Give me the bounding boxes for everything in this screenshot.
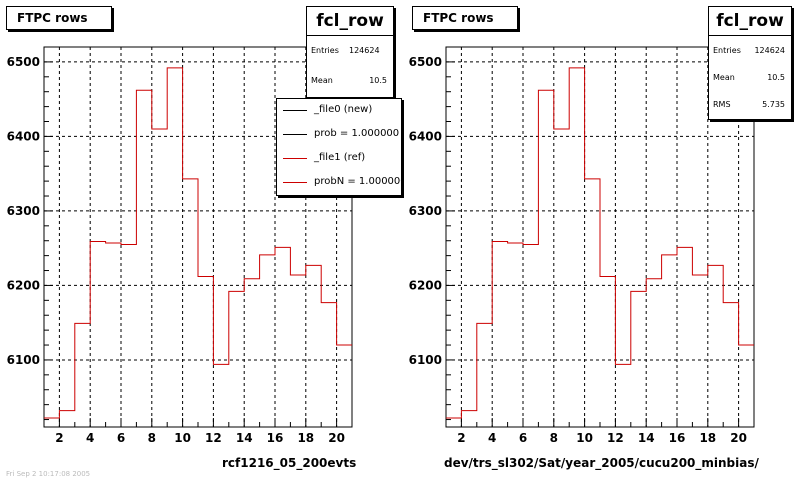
x-tick-label: 6 — [519, 431, 527, 445]
x-tick-label: 6 — [117, 431, 125, 445]
right-stats-rms-value: 5.735 — [762, 100, 785, 109]
legend-line-swatch — [283, 134, 307, 135]
legend-label: _file1 (ref) — [314, 152, 366, 163]
x-tick-label: 18 — [699, 431, 716, 445]
x-tick-label: 14 — [236, 431, 253, 445]
left-legend: _file0 (new) prob = 1.000000 _file1 (ref… — [276, 98, 402, 196]
right-stats-histogram-name: fcl_row — [709, 7, 791, 36]
y-tick-label: 6300 — [7, 204, 40, 218]
right-chart-plot: 2 4 6 8 10 12 14 16 18 20 6100 6200 6300 6400 6500 — [409, 46, 755, 445]
y-tick-label: 6200 — [409, 278, 442, 292]
y-tick-label: 6300 — [409, 204, 442, 218]
x-tick-label: 20 — [328, 431, 345, 445]
left-stats-row-entries: Entries 124624 — [307, 36, 393, 66]
right-x-axis-label: dev/trs_sl302/Sat/year_2005/cucu200_minb… — [444, 456, 759, 470]
y-tick-label: 6400 — [409, 129, 442, 143]
x-tick-label: 14 — [638, 431, 655, 445]
y-tick-label: 6500 — [7, 55, 40, 69]
left-chart-panel: 2 4 6 8 10 12 14 16 18 20 6100 6200 6300 6400 6500 FTP… — [6, 6, 402, 470]
left-x-axis-label: rcf1216_05_200evts — [222, 456, 357, 470]
left-stats-entries-label: Entries — [311, 46, 339, 55]
y-tick-label: 6400 — [7, 129, 40, 143]
legend-label: prob = 1.000000 — [314, 128, 400, 139]
right-stats-box: fcl_row Entries 124624 Mean 10.5 RMS 5.7… — [708, 6, 792, 120]
right-stats-entries-value: 124624 — [754, 46, 785, 55]
right-stats-entries-label: Entries — [713, 46, 741, 55]
left-stats-histogram-name: fcl_row — [307, 7, 393, 36]
left-chart-title: FTPC rows — [6, 6, 112, 30]
legend-item: prob = 1.000000 — [277, 123, 401, 147]
y-tick-label: 6200 — [7, 278, 40, 292]
histogram-step-line — [446, 67, 754, 419]
right-stats-row-entries: Entries 124624 — [709, 36, 791, 63]
right-chart-title: FTPC rows — [412, 6, 518, 30]
x-tick-label: 16 — [669, 431, 686, 445]
left-stats-entries-value: 124624 — [349, 46, 380, 55]
x-tick-label: 2 — [55, 431, 63, 445]
x-tick-label: 10 — [174, 431, 191, 445]
x-tick-label: 4 — [488, 431, 496, 445]
y-tick-label: 6500 — [409, 55, 442, 69]
legend-label: probN = 1.000000 — [314, 176, 402, 187]
legend-line-swatch — [283, 110, 307, 111]
legend-label: _file0 (new) — [314, 104, 373, 115]
x-tick-label: 16 — [267, 431, 284, 445]
y-tick-label: 6100 — [7, 353, 40, 367]
right-chart-panel: 2 4 6 8 10 12 14 16 18 20 6100 6200 6300 6400 6500 FTP… — [400, 0, 800, 480]
x-tick-label: 8 — [148, 431, 156, 445]
legend-item: _file0 (new) — [277, 99, 401, 123]
y-tick-label: 6100 — [409, 353, 442, 367]
left-chart-plot: 2 4 6 8 10 12 14 16 18 20 6100 6200 6300 6400 6500 — [7, 46, 353, 445]
right-stats-mean-value: 10.5 — [767, 73, 785, 82]
x-tick-label: 12 — [607, 431, 624, 445]
x-tick-label: 10 — [576, 431, 593, 445]
footer-timestamp: Fri Sep 2 10:17:08 2005 — [6, 470, 91, 478]
x-tick-label: 2 — [457, 431, 465, 445]
legend-item: probN = 1.000000 — [277, 171, 401, 195]
legend-item: _file1 (ref) — [277, 147, 401, 171]
legend-line-swatch — [283, 182, 307, 183]
x-tick-label: 4 — [86, 431, 94, 445]
legend-line-swatch — [283, 158, 307, 159]
histogram-step-line — [44, 67, 352, 419]
left-stats-row-mean: Mean 10.5 — [307, 66, 393, 96]
right-stats-row-mean: Mean 10.5 — [709, 63, 791, 90]
left-stats-mean-label: Mean — [311, 76, 333, 85]
right-stats-row-rms: RMS 5.735 — [709, 90, 791, 117]
left-stats-box: fcl_row Entries 124624 Mean 10.5 — [306, 6, 394, 98]
left-stats-mean-value: 10.5 — [369, 76, 387, 85]
right-stats-mean-label: Mean — [713, 73, 735, 82]
x-tick-label: 8 — [550, 431, 558, 445]
x-tick-label: 20 — [730, 431, 747, 445]
x-tick-label: 12 — [205, 431, 222, 445]
right-stats-rms-label: RMS — [713, 100, 731, 109]
x-tick-label: 18 — [297, 431, 314, 445]
